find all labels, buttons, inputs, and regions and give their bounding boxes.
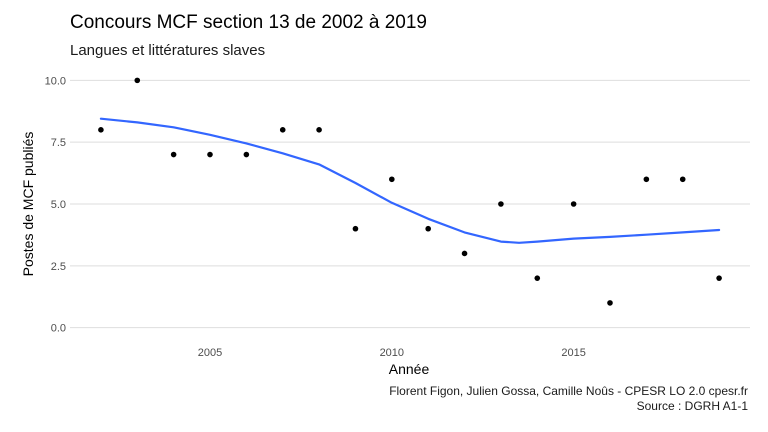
- data-point: [207, 151, 213, 158]
- data-point: [98, 127, 104, 133]
- data-point: [534, 275, 541, 281]
- y-tick-label: 7.5: [51, 137, 66, 149]
- y-tick-label: 2.5: [51, 261, 66, 273]
- data-point: [716, 275, 722, 281]
- caption-source: Source : DGRH A1-1: [636, 399, 748, 413]
- x-axis-title: Année: [389, 361, 430, 377]
- data-point: [170, 151, 177, 158]
- data-point: [498, 201, 504, 207]
- data-point: [643, 176, 650, 183]
- y-tick-label: 0.0: [51, 323, 66, 335]
- data-point: [352, 225, 359, 232]
- chart-title: Concours MCF section 13 de 2002 à 2019: [70, 12, 427, 33]
- data-point: [570, 201, 577, 207]
- y-tick-label: 10.0: [45, 75, 66, 87]
- y-axis-title: Postes de MCF publiés: [20, 132, 36, 277]
- data-point: [279, 127, 286, 133]
- data-point: [607, 300, 613, 306]
- x-tick-label: 2010: [380, 347, 404, 359]
- grid-lines: [70, 79, 750, 329]
- data-point: [461, 250, 468, 257]
- x-tick-label: 2015: [561, 347, 585, 359]
- x-tick-label: 2005: [198, 347, 222, 359]
- data-point: [243, 151, 250, 158]
- caption-authors: Florent Figon, Julien Gossa, Camille Noû…: [389, 384, 748, 398]
- data-point: [679, 176, 686, 183]
- chart-subtitle: Langues et littératures slaves: [70, 42, 266, 59]
- y-tick-labels: 0.0 2.5 5.0 7.5 10.0: [45, 75, 66, 334]
- data-points: [98, 77, 722, 306]
- data-point: [316, 127, 322, 133]
- data-point: [134, 77, 141, 84]
- x-tick-labels: 2005 2010 2015: [198, 347, 586, 359]
- data-point: [389, 176, 395, 183]
- y-tick-label: 5.0: [51, 199, 66, 211]
- chart-caption: Florent Figon, Julien Gossa, Camille Noû…: [389, 384, 748, 414]
- data-point: [425, 225, 431, 232]
- smooth-trend-line: [99, 117, 721, 244]
